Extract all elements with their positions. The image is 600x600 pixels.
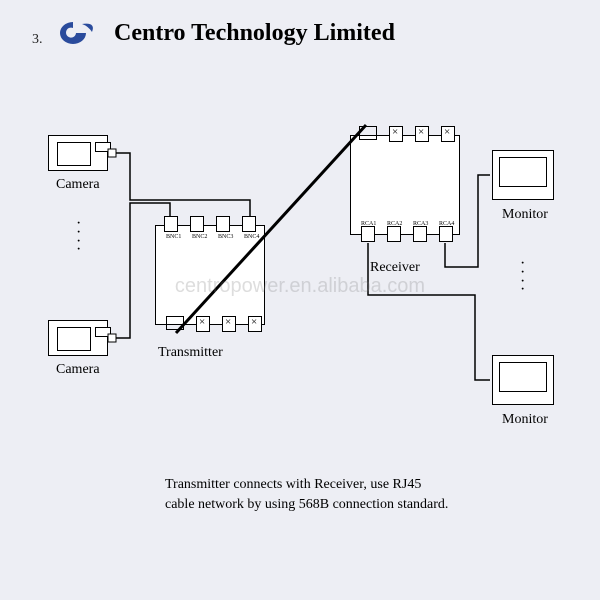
- rx-aux-port-3: [441, 126, 455, 142]
- tx-port-bnc1: [164, 216, 178, 232]
- rx-port-rca4: [439, 226, 453, 242]
- tx-port-label-4: BNC4: [244, 234, 259, 240]
- tx-port-bnc2: [190, 216, 204, 232]
- monitor-2-label: Monitor: [502, 412, 548, 428]
- camera-2-label: Camera: [56, 362, 100, 378]
- wires: [30, 95, 570, 495]
- monitor-2: [492, 355, 554, 405]
- camera-2: [48, 320, 108, 356]
- rx-port-label-3: RCA3: [413, 221, 428, 227]
- header: Centro Technology Limited: [0, 0, 600, 48]
- tx-port-label-3: BNC3: [218, 234, 233, 240]
- rx-rj45-port: [359, 126, 377, 140]
- company-title: Centro Technology Limited: [114, 20, 395, 47]
- diagram: Camera ···· Camera BNC1 BNC2 BNC3 BNC4 T…: [30, 95, 570, 495]
- rx-port-rca1: [361, 226, 375, 242]
- receiver-label: Receiver: [370, 260, 420, 276]
- company-logo-icon: [50, 18, 96, 48]
- rx-aux-port-2: [415, 126, 429, 142]
- receiver-box: RCA1 RCA2 RCA3 RCA4: [350, 135, 460, 235]
- rx-port-rca2: [387, 226, 401, 242]
- tx-aux-port-1: [196, 316, 210, 332]
- caption-line-2: cable network by using 568B connection s…: [165, 497, 448, 512]
- tx-port-label-2: BNC2: [192, 234, 207, 240]
- rx-aux-port-1: [389, 126, 403, 142]
- camera-1-label: Camera: [56, 177, 100, 193]
- tx-aux-port-3: [248, 316, 262, 332]
- rx-port-label-4: RCA4: [439, 221, 454, 227]
- caption: Transmitter connects with Receiver, use …: [165, 475, 515, 516]
- tx-rj45-port: [166, 316, 184, 330]
- monitor-1: [492, 150, 554, 200]
- transmitter-label: Transmitter: [158, 345, 223, 361]
- monitor-1-label: Monitor: [502, 207, 548, 223]
- ellipsis-monitors: ····: [520, 260, 525, 295]
- rx-port-rca3: [413, 226, 427, 242]
- transmitter-box: BNC1 BNC2 BNC3 BNC4: [155, 225, 265, 325]
- ellipsis-cameras: ····: [76, 220, 81, 255]
- caption-line-1: Transmitter connects with Receiver, use …: [165, 477, 421, 492]
- camera-1: [48, 135, 108, 171]
- tx-aux-port-2: [222, 316, 236, 332]
- item-number: 3.: [32, 32, 43, 48]
- rx-port-label-2: RCA2: [387, 221, 402, 227]
- rx-port-label-1: RCA1: [361, 221, 376, 227]
- tx-port-label-1: BNC1: [166, 234, 181, 240]
- tx-port-bnc3: [216, 216, 230, 232]
- tx-port-bnc4: [242, 216, 256, 232]
